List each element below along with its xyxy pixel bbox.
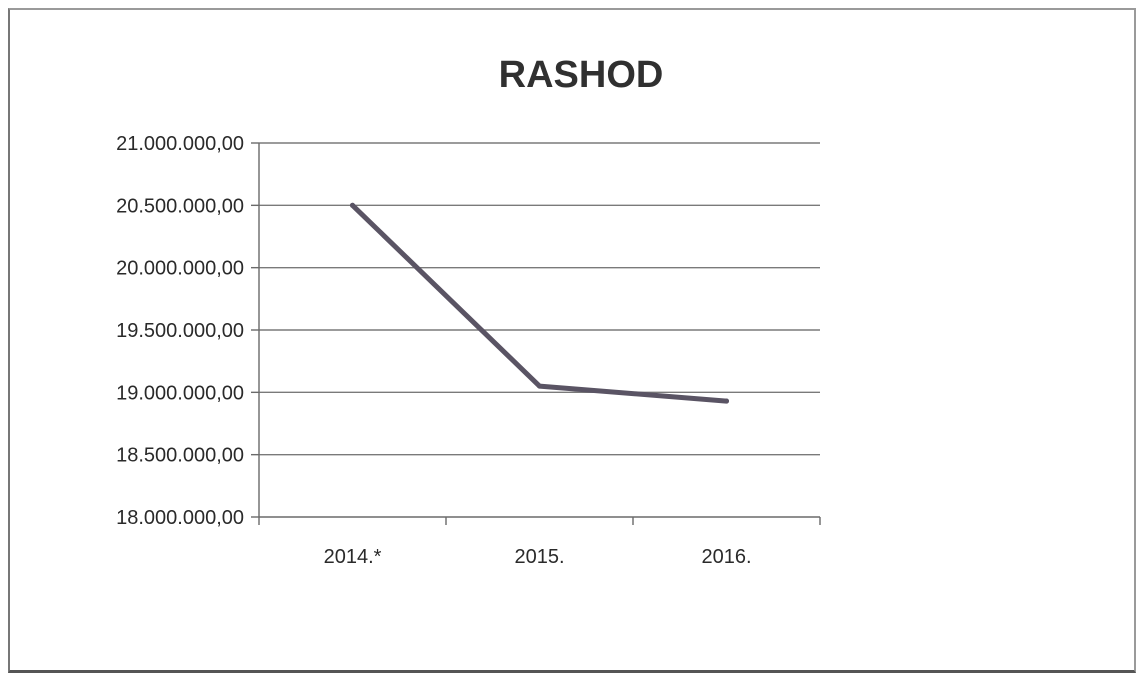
x-axis-tick-labels: 2014.* 2015. 2016. xyxy=(324,546,752,568)
y-axis-tick-labels: 21.000.000,00 20.500.000,00 20.000.000,00 1… xyxy=(116,133,244,529)
data-point xyxy=(350,202,355,208)
data-point xyxy=(724,398,729,404)
axes xyxy=(251,142,821,525)
data-point xyxy=(537,383,542,389)
y-tick-label: 20.000.000,00 xyxy=(116,258,244,280)
x-tick-label: 2014.* xyxy=(324,546,382,568)
series-layer xyxy=(350,202,729,404)
x-tick-label: 2016. xyxy=(701,546,751,568)
y-tick-label: 19.000.000,00 xyxy=(116,382,244,404)
series-line xyxy=(350,202,729,404)
y-tick-label: 21.000.000,00 xyxy=(116,133,244,155)
grid-lines xyxy=(259,142,820,456)
y-tick-label: 20.500.000,00 xyxy=(116,195,244,217)
y-tick-label: 19.500.000,00 xyxy=(116,320,244,342)
chart-title: RASHOD xyxy=(499,54,664,96)
y-tick-label: 18.000.000,00 xyxy=(116,507,244,529)
line-chart: RASHOD 21.000.000,00 20.500.000,00 20.000.… xyxy=(116,54,821,568)
x-tick-label: 2015. xyxy=(514,546,564,568)
y-tick-label: 18.500.000,00 xyxy=(116,445,244,467)
chart-frame: RASHOD 21.000.000,00 20.500.000,00 20.000.… xyxy=(8,8,1136,673)
